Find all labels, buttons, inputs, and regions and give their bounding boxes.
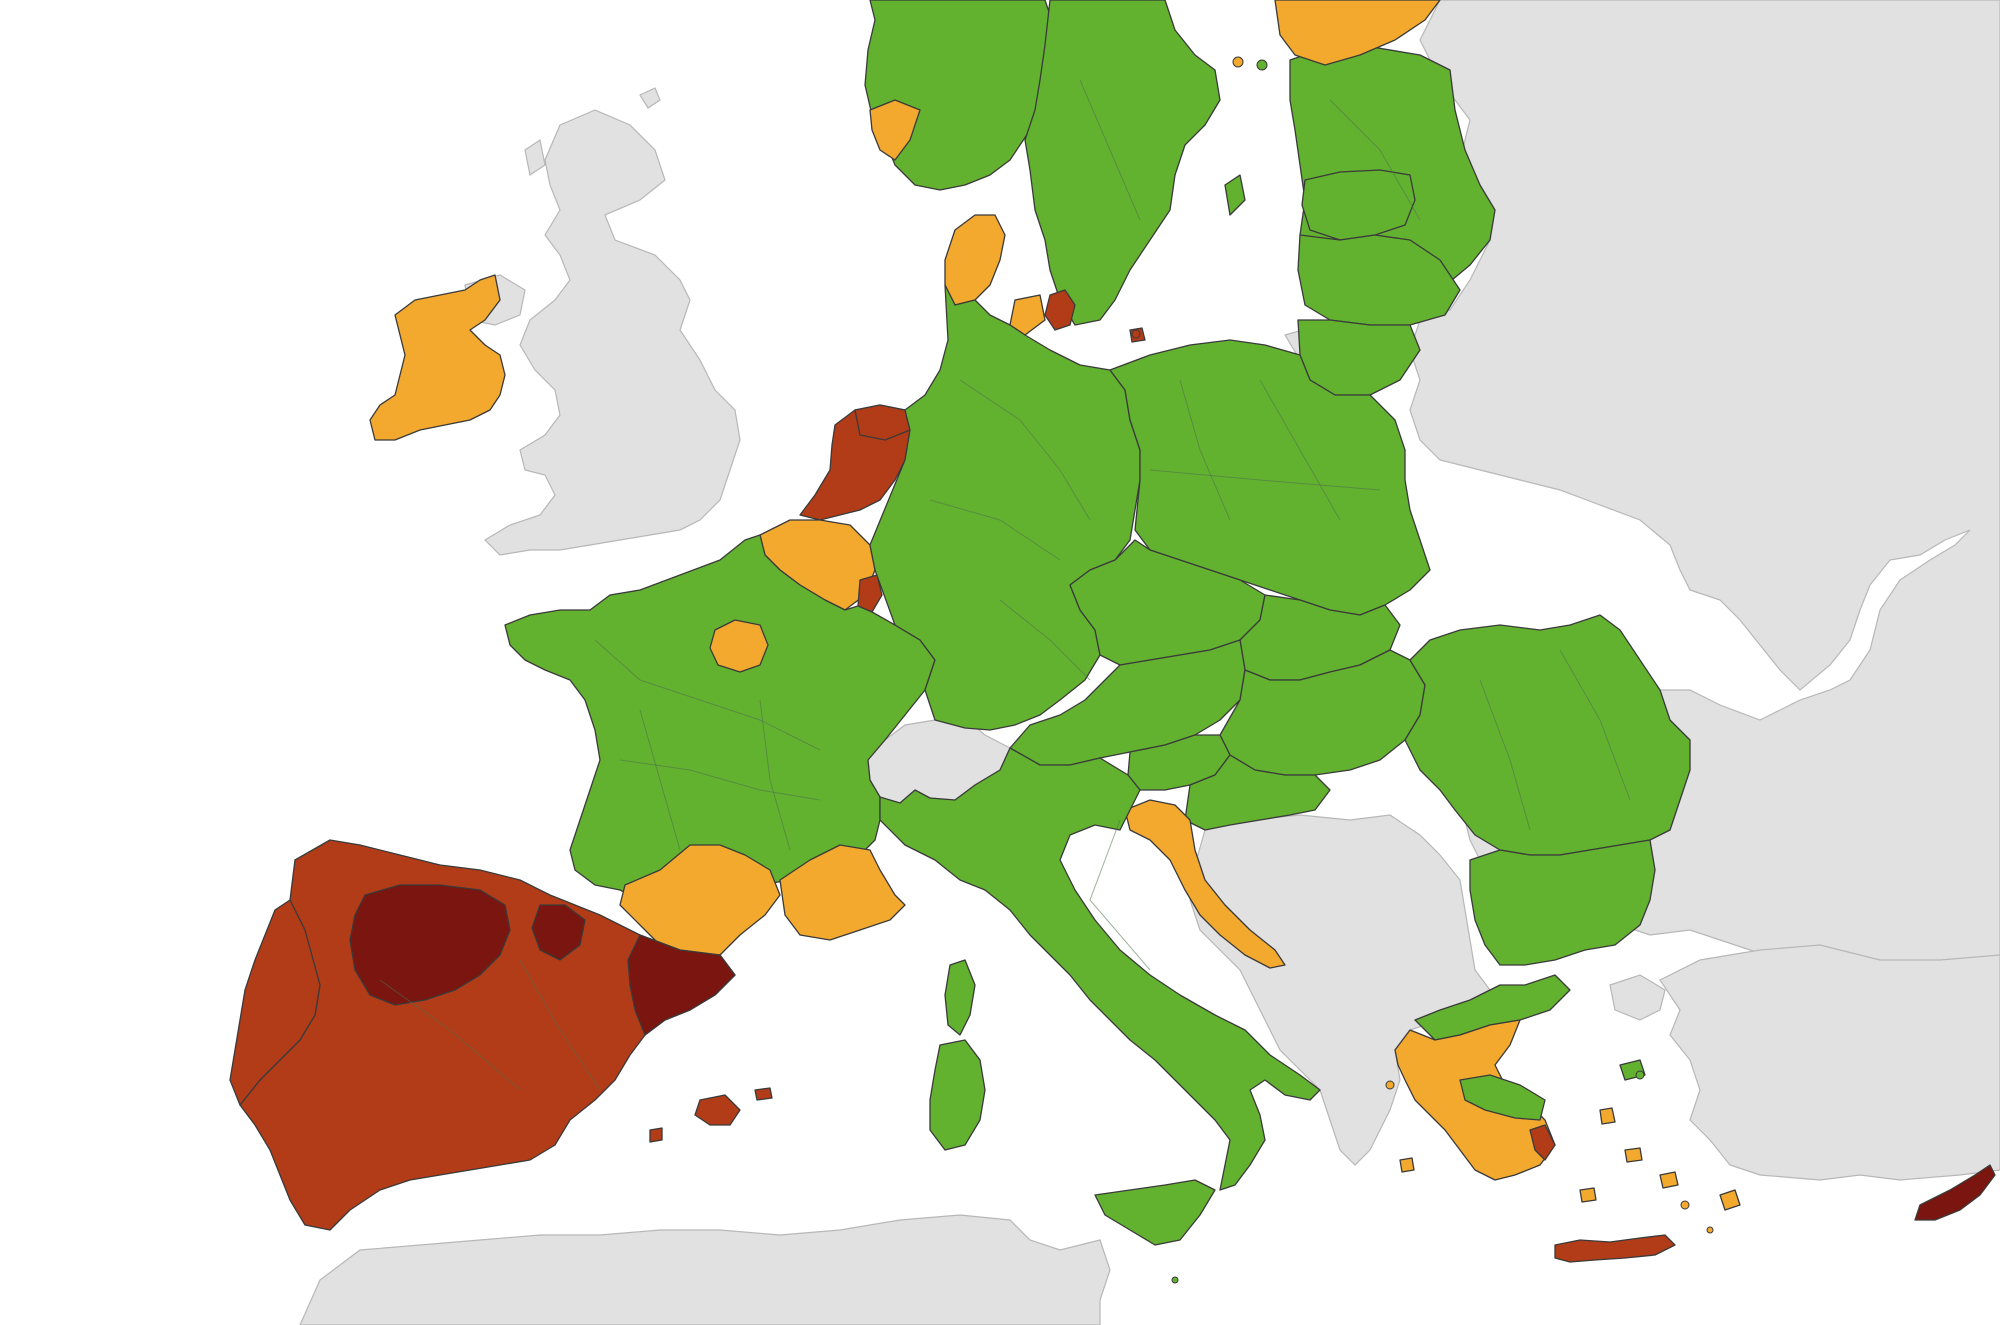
region-sweden[interactable] [1024, 0, 1221, 326]
region-greek-island-4[interactable] [1579, 1187, 1597, 1203]
region-gotland[interactable] [1224, 174, 1246, 216]
regional-borders [379, 79, 1631, 1091]
eu-regions [229, 0, 1996, 1263]
region-croatia[interactable] [1184, 754, 1331, 831]
region-greek-island-5[interactable] [1719, 1189, 1741, 1211]
region-spain-navarra[interactable] [531, 904, 586, 961]
region-croatia-coast[interactable] [1124, 799, 1286, 969]
region-sardinia[interactable] [929, 1039, 986, 1151]
region-balearic-ibiza[interactable] [649, 1127, 663, 1143]
region-great-britain [484, 109, 741, 556]
region-greek-island-1[interactable] [1599, 1107, 1616, 1125]
region-italy[interactable] [879, 747, 1321, 1191]
region-greek-island-3[interactable] [1659, 1171, 1679, 1189]
region-balearic-mallorca[interactable] [694, 1094, 741, 1126]
region-finland-south[interactable] [1274, 0, 1441, 66]
region-poland[interactable] [1109, 339, 1431, 616]
region-turkey [1659, 944, 2000, 1181]
region-norway-south[interactable] [869, 99, 921, 161]
region-luxembourg[interactable] [857, 574, 883, 613]
islet [1256, 59, 1268, 71]
region-orkney [639, 87, 661, 109]
region-portugal[interactable] [229, 899, 321, 1106]
region-greece-attica[interactable] [1529, 1124, 1556, 1161]
islet [1680, 1200, 1690, 1210]
region-france-occitanie[interactable] [619, 844, 781, 961]
region-spain-catalonia[interactable] [627, 934, 736, 1036]
region-hebrides [524, 139, 546, 176]
region-france-paca[interactable] [779, 844, 906, 941]
islet [1131, 329, 1141, 339]
region-spain-castilla-y-leon[interactable] [349, 884, 511, 1006]
islet [1385, 1080, 1395, 1090]
region-balearic-menorca[interactable] [754, 1087, 773, 1101]
region-austria[interactable] [1009, 639, 1246, 766]
region-greece-central[interactable] [1459, 1074, 1546, 1121]
region-bulgaria[interactable] [1469, 839, 1656, 966]
small-islands [1131, 56, 1714, 1284]
region-estonia[interactable] [1301, 169, 1416, 241]
region-romania[interactable] [1404, 614, 1691, 856]
region-north-africa [299, 1214, 1111, 1325]
region-corsica[interactable] [944, 959, 976, 1036]
region-cyprus[interactable] [1914, 1164, 1996, 1221]
region-ireland[interactable] [369, 274, 506, 441]
region-denmark-zealand[interactable] [1044, 289, 1076, 331]
region-balkans [1189, 814, 1491, 1166]
islet [1171, 1276, 1179, 1284]
region-france-ile-de-france[interactable] [709, 619, 769, 673]
region-denmark-fyn[interactable] [1009, 294, 1046, 336]
region-denmark[interactable] [944, 214, 1006, 306]
region-latvia[interactable] [1297, 234, 1461, 326]
islet [1232, 56, 1244, 68]
region-greek-island-2[interactable] [1624, 1147, 1643, 1163]
region-turkey-thrace [1609, 974, 1666, 1021]
islet [1706, 1226, 1714, 1234]
region-greek-island-6[interactable] [1399, 1157, 1415, 1173]
region-sicily[interactable] [1094, 1179, 1216, 1246]
region-crete[interactable] [1554, 1234, 1676, 1263]
islet [1635, 1070, 1645, 1080]
region-norway[interactable] [864, 0, 1056, 191]
